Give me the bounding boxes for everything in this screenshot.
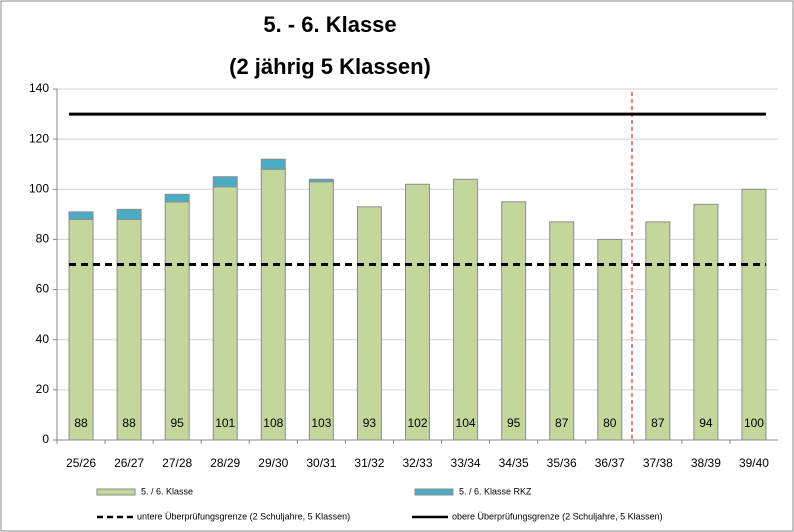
x-tick-label: 31/32 xyxy=(354,456,384,470)
bar-segment xyxy=(453,178,479,441)
x-tick-label: 30/31 xyxy=(306,456,336,470)
x-tick-label: 26/27 xyxy=(114,456,144,470)
x-tick-label: 34/35 xyxy=(499,456,529,470)
x-tick-label: 29/30 xyxy=(258,456,288,470)
x-tick-label: 25/26 xyxy=(66,456,96,470)
y-tick-label: 20 xyxy=(36,382,50,396)
bar-segment xyxy=(212,186,238,441)
legend-label: untere Überprüfungsgrenze (2 Schuljahre,… xyxy=(137,511,350,521)
chart-title: 5. - 6. Klasse xyxy=(263,12,396,37)
data-label: 103 xyxy=(311,416,331,430)
legend-label: 5. / 6. Klasse RKZ xyxy=(459,486,532,496)
x-tick-label: 32/33 xyxy=(402,456,432,470)
y-tick-label: 100 xyxy=(29,181,49,195)
y-tick-label: 120 xyxy=(29,131,49,145)
y-tick-label: 60 xyxy=(36,282,50,296)
data-label: 102 xyxy=(407,416,427,430)
bar-segment xyxy=(260,158,286,170)
y-tick-label: 0 xyxy=(42,432,49,446)
bar-segment xyxy=(549,221,575,441)
bar-segment xyxy=(68,211,94,220)
data-label: 95 xyxy=(170,416,184,430)
x-tick-label: 33/34 xyxy=(451,456,481,470)
bar-segment xyxy=(308,178,334,183)
bar-segment xyxy=(308,181,334,441)
x-tick-label: 37/38 xyxy=(643,456,673,470)
data-label: 88 xyxy=(122,416,136,430)
data-label: 95 xyxy=(507,416,521,430)
bar-segment xyxy=(164,201,190,441)
x-tick-label: 28/29 xyxy=(210,456,240,470)
bar-segment xyxy=(164,193,190,203)
data-label: 88 xyxy=(74,416,88,430)
y-tick-label: 80 xyxy=(36,232,50,246)
data-label: 108 xyxy=(263,416,283,430)
data-label: 87 xyxy=(651,416,665,430)
bar-segment xyxy=(693,203,719,441)
x-tick-label: 35/36 xyxy=(547,456,577,470)
y-tick-label: 140 xyxy=(29,81,49,95)
legend-label: 5. / 6. Klasse xyxy=(141,486,193,496)
bar-segment xyxy=(741,188,767,441)
bar-segment xyxy=(405,183,430,441)
bar-segment xyxy=(260,168,286,441)
x-tick-label: 39/40 xyxy=(739,456,769,470)
data-label: 93 xyxy=(363,416,377,430)
bar-segment xyxy=(645,221,671,441)
x-tick-label: 38/39 xyxy=(691,456,721,470)
bar-segment xyxy=(116,218,142,441)
legend-swatch xyxy=(414,488,454,496)
bar-segment xyxy=(501,201,527,441)
bar-segment xyxy=(356,206,382,441)
data-label: 100 xyxy=(744,416,764,430)
legend-label: obere Überprüfungsgrenze (2 Schuljahre, … xyxy=(452,511,663,521)
y-tick-label: 40 xyxy=(36,332,50,346)
data-label: 87 xyxy=(555,416,569,430)
bar-segment xyxy=(212,176,238,188)
data-label: 101 xyxy=(215,416,235,430)
legend-swatch xyxy=(96,488,136,496)
bar-segment xyxy=(597,238,623,441)
chart-subtitle: (2 jährig 5 Klassen) xyxy=(229,54,431,79)
x-tick-label: 36/37 xyxy=(595,456,625,470)
data-label: 94 xyxy=(699,416,713,430)
data-label: 80 xyxy=(603,416,617,430)
x-tick-label: 27/28 xyxy=(162,456,192,470)
bar-segment xyxy=(116,208,142,220)
data-label: 104 xyxy=(456,416,476,430)
bar-segment xyxy=(68,218,94,441)
